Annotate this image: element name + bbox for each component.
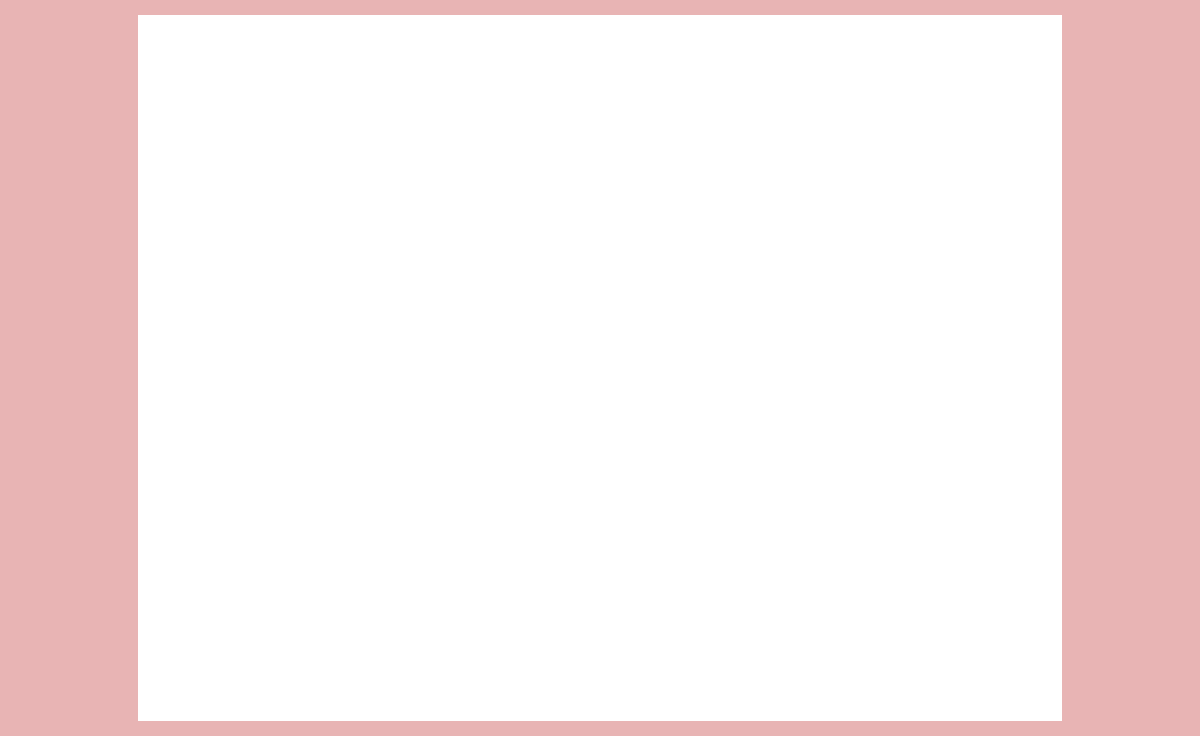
Text: Cs  +  Br₂: Cs + Br₂ — [281, 524, 456, 558]
Text: BaO₂: BaO₂ — [281, 319, 371, 353]
Text: What is the type of each of the following: What is the type of each of the followin… — [205, 66, 995, 105]
Text: reactions? Write the product of each: reactions? Write the product of each — [246, 130, 954, 168]
Text: 2): 2) — [230, 422, 268, 456]
Text: *: * — [686, 190, 707, 228]
Text: Al  +  Fe(NO₃)₂: Al + Fe(NO₃)₂ — [281, 626, 546, 660]
Text: 4): 4) — [230, 626, 268, 660]
Text: reaction: reaction — [707, 190, 877, 228]
Text: 1): 1) — [230, 319, 268, 353]
Text: 3): 3) — [230, 524, 268, 558]
Text: Pb(NO₃)₂  +  KI: Pb(NO₃)₂ + KI — [281, 422, 548, 456]
